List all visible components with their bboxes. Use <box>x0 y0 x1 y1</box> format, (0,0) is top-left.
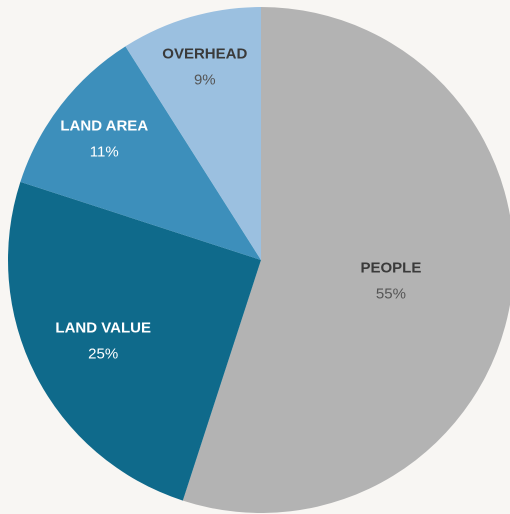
slice-value-label: 25% <box>88 345 118 362</box>
pie-slice <box>8 181 261 501</box>
slice-label: LAND VALUE <box>55 319 151 336</box>
slice-value-label: 11% <box>90 143 119 160</box>
pie-slice <box>182 7 510 513</box>
slice-label: LAND AREA <box>60 117 148 134</box>
slice-label: OVERHEAD <box>162 46 247 63</box>
slice-value-label: 55% <box>376 286 406 303</box>
pie-slice <box>20 46 261 260</box>
pie-slice <box>125 7 261 260</box>
slice-label: PEOPLE <box>361 260 422 277</box>
slice-value-label: 9% <box>194 72 216 89</box>
